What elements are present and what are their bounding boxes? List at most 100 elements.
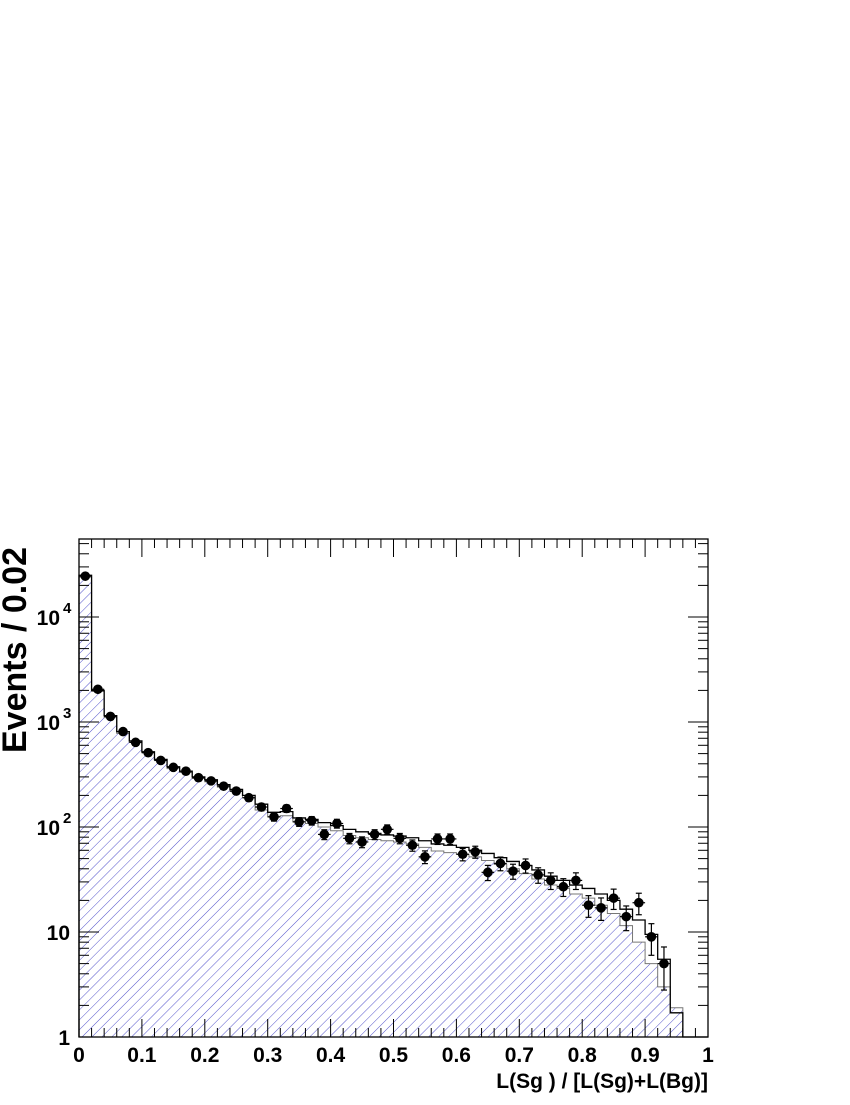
data-point-marker [457, 849, 468, 860]
data-point-marker [420, 852, 430, 862]
data-point-marker [394, 833, 405, 844]
data-point [406, 839, 419, 852]
data-point [255, 802, 268, 812]
data-point [229, 786, 243, 796]
data-point [179, 766, 193, 776]
data-point [418, 850, 432, 865]
y-axis-title: Events / 0.02 [0, 547, 34, 753]
data-point-marker [646, 932, 657, 942]
data-point [343, 832, 356, 845]
data-point-marker [634, 897, 644, 908]
data-point-marker [244, 792, 254, 803]
data-point [292, 817, 306, 827]
y-tick-label-exponent: 2 [63, 810, 71, 827]
y-tick-label: 10 [37, 607, 60, 630]
y-tick-label-exponent: 4 [63, 600, 72, 617]
data-point [443, 833, 457, 846]
data-point [217, 781, 230, 791]
data-point-marker [344, 833, 355, 844]
data-point [242, 792, 256, 803]
data-point-marker [294, 817, 304, 827]
data-point [368, 829, 381, 841]
data-point-marker [445, 834, 455, 844]
x-tick-label: 0.3 [253, 1044, 282, 1067]
data-point-marker [608, 893, 619, 903]
data-point [91, 684, 105, 695]
data-point [481, 864, 495, 882]
data-point-marker [143, 747, 153, 758]
data-point [645, 923, 658, 956]
data-point-marker [168, 762, 179, 773]
data-point [318, 829, 331, 841]
data-point-marker [118, 726, 128, 737]
data-point-marker [218, 781, 229, 791]
x-tick-label: 0.9 [630, 1044, 659, 1067]
data-point [494, 856, 507, 872]
data-point-marker [369, 829, 380, 840]
data-point [104, 711, 117, 722]
data-point [280, 803, 293, 814]
data-point [594, 897, 608, 921]
data-point [154, 755, 168, 766]
data-point-marker [193, 772, 204, 783]
data-point [305, 815, 319, 826]
data-point-marker [558, 881, 569, 892]
data-point [167, 762, 180, 773]
data-point [531, 867, 545, 884]
data-point-marker [206, 776, 216, 786]
data-point-marker [80, 571, 91, 581]
data-point-marker [105, 711, 116, 722]
data-point [506, 863, 520, 880]
data-point-marker [281, 803, 292, 814]
x-axis-title: L(Sg ) / [L(Sg)+L(Bg)] [496, 1070, 708, 1093]
data-point [456, 847, 469, 862]
data-point-marker [483, 867, 493, 878]
data-point [330, 818, 344, 829]
x-tick-label: 1 [702, 1044, 714, 1067]
data-point-marker [93, 684, 103, 695]
x-tick-label: 0.2 [190, 1044, 219, 1067]
data-point-marker [520, 860, 531, 871]
x-tick-label: 0.4 [316, 1044, 346, 1067]
data-point [116, 726, 130, 737]
data-point-marker [571, 875, 581, 886]
data-point-marker [269, 812, 279, 822]
data-point [129, 737, 142, 748]
data-point-marker [659, 958, 669, 969]
x-tick-label: 0 [73, 1044, 85, 1067]
data-point-marker [432, 834, 443, 844]
data-point [582, 895, 595, 918]
y-tick-label: 10 [37, 712, 60, 735]
data-point-marker [319, 829, 330, 840]
x-tick-label: 0.6 [442, 1044, 471, 1067]
data-point [192, 772, 205, 783]
data-point-marker [357, 837, 367, 847]
data-point [204, 776, 218, 786]
y-tick-label: 1 [58, 1027, 70, 1050]
data-point-marker [533, 870, 543, 880]
data-point [355, 836, 369, 849]
data-point-marker [155, 755, 166, 766]
data-point-marker [508, 866, 518, 876]
x-tick-label: 0.8 [568, 1044, 598, 1067]
histogram-layer [78, 574, 708, 1038]
data-point-marker [407, 840, 418, 851]
data-point-marker [621, 911, 632, 922]
data-point [79, 571, 92, 581]
data-points-layer [79, 571, 671, 991]
data-point [657, 946, 671, 991]
data-point [380, 824, 394, 835]
data-point [619, 905, 633, 932]
data-point-marker [495, 858, 506, 869]
data-point [393, 832, 407, 845]
data-point-marker [470, 847, 481, 857]
data-point-marker [382, 824, 393, 835]
data-point [468, 845, 482, 859]
y-tick-label: 10 [47, 922, 70, 945]
data-point [267, 812, 281, 822]
data-point-marker [256, 802, 267, 812]
data-point-marker [545, 875, 556, 886]
